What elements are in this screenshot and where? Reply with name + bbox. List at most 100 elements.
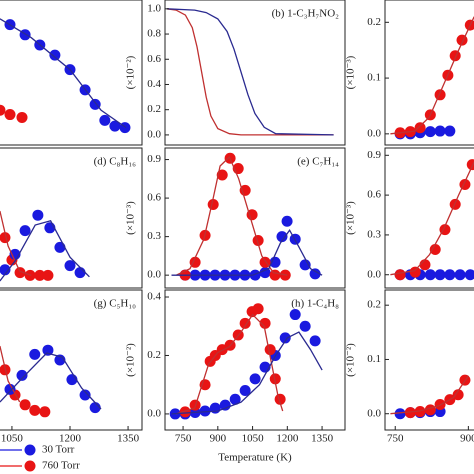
data-point — [49, 49, 61, 61]
plot-area — [390, 159, 474, 281]
x-tick-label: 1350 — [117, 433, 140, 445]
fit-line — [390, 16, 474, 135]
data-point — [79, 389, 91, 401]
legend-label: 30 Torr — [42, 444, 75, 456]
data-point — [424, 404, 436, 416]
data-point — [42, 344, 54, 356]
panel-frame — [384, 147, 474, 289]
data-point — [14, 267, 26, 279]
y-tick-label: 0.2 — [147, 349, 161, 361]
plot-area — [0, 18, 131, 134]
plot-area — [0, 209, 90, 282]
x-tick-label: 900 — [460, 433, 474, 445]
data-point — [464, 269, 474, 281]
data-point — [252, 234, 264, 246]
data-point — [434, 269, 446, 281]
plot-area — [166, 8, 334, 136]
data-point — [299, 259, 311, 271]
data-point — [29, 404, 41, 416]
data-point — [64, 260, 76, 272]
y-tick-label: 0.4 — [147, 78, 161, 90]
y-axis-label: (×10⁻²) — [125, 55, 137, 89]
data-point — [414, 406, 426, 418]
plot-area — [0, 344, 102, 418]
plot-area — [390, 374, 471, 420]
data-point — [29, 348, 41, 360]
x-tick-label: 1200 — [276, 433, 299, 445]
data-point — [32, 209, 44, 221]
fit-line — [0, 210, 32, 277]
fit-line — [171, 331, 323, 415]
data-point — [239, 385, 251, 397]
y-tick-label: 1.0 — [147, 2, 161, 14]
data-point — [289, 309, 301, 321]
y-tick-label: 0.4 — [147, 291, 161, 303]
x-tick-label: 750 — [175, 433, 192, 445]
y-tick-label: 0.2 — [367, 299, 381, 311]
y-axis-label: (×10⁻³) — [345, 201, 357, 235]
x-tick-label: 1350 — [311, 433, 334, 445]
y-tick-label: 0.6 — [147, 53, 161, 65]
data-point — [216, 169, 228, 181]
y-tick-label: 0.0 — [147, 128, 161, 140]
panel-frame — [384, 289, 474, 431]
data-point — [454, 269, 466, 281]
y-axis-label: (×10⁻³) — [345, 55, 357, 89]
y-axis-label: (×10⁻²) — [345, 343, 357, 377]
data-point — [429, 244, 441, 256]
panel-title: (g) C₅H₁₀ — [94, 298, 137, 310]
data-point — [199, 405, 211, 417]
data-point — [0, 264, 11, 276]
fit-line — [0, 220, 90, 282]
data-point — [19, 399, 31, 411]
y-tick-label: 0.6 — [367, 189, 381, 201]
panel-frame — [384, 0, 474, 146]
fit-line — [390, 161, 474, 276]
plot-area — [171, 152, 323, 281]
data-point — [281, 215, 293, 227]
fit-line — [175, 155, 288, 276]
panel-frame — [164, 0, 346, 146]
x-axis-label: Temperature (K) — [218, 452, 292, 464]
y-tick-label: 0.9 — [367, 149, 381, 161]
fit-line — [175, 313, 284, 415]
data-point — [424, 269, 436, 281]
data-point — [452, 389, 464, 401]
data-point — [409, 266, 421, 278]
panel-frame — [0, 0, 143, 146]
data-point — [259, 317, 271, 329]
panel-title: (e) C₇H₁₄ — [297, 156, 339, 168]
panel-frame — [164, 147, 346, 289]
y-tick-label: 0.1 — [367, 353, 381, 365]
y-tick-label: 0.3 — [147, 230, 161, 242]
data-point — [269, 373, 281, 385]
data-point — [207, 199, 219, 211]
data-point — [309, 335, 321, 347]
y-tick-label: 0.0 — [147, 407, 161, 419]
fit-line — [0, 18, 127, 129]
y-axis-label: (×10⁻³) — [125, 201, 137, 235]
y-tick-label: 0.3 — [367, 228, 381, 240]
y-tick-label: 0.2 — [147, 103, 161, 115]
data-point — [54, 241, 66, 253]
data-point — [404, 407, 416, 419]
data-point — [309, 268, 321, 280]
data-point — [434, 89, 446, 101]
y-tick-label: 0.0 — [367, 407, 381, 419]
data-point — [444, 125, 456, 137]
data-point — [276, 231, 288, 243]
panel-frame — [164, 289, 346, 431]
y-axis-label: (×10⁻²) — [125, 343, 137, 377]
data-point — [229, 393, 241, 405]
data-point — [299, 320, 311, 332]
data-point — [264, 344, 276, 356]
panel-frame — [0, 289, 143, 431]
data-point — [249, 373, 261, 385]
data-point — [252, 303, 264, 315]
data-point — [414, 122, 426, 134]
data-point — [42, 269, 54, 281]
plot-area — [169, 303, 323, 420]
data-point — [19, 225, 31, 237]
legend-label: 760 Torr — [42, 460, 80, 472]
